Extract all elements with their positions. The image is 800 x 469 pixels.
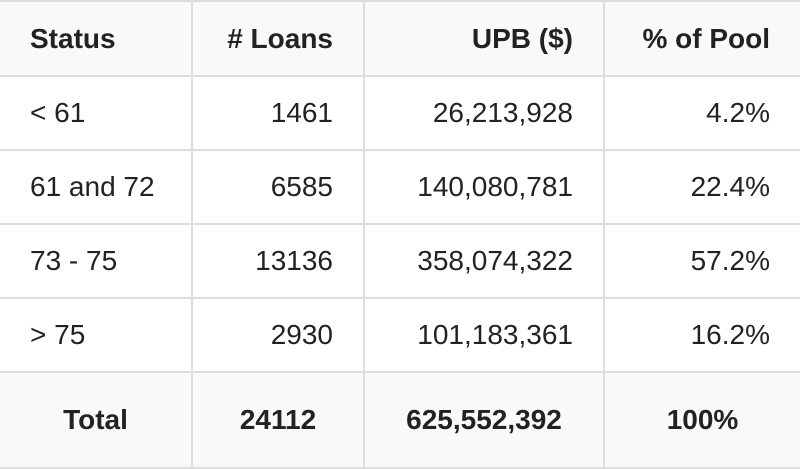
table-body: < 61 1461 26,213,928 4.2% 61 and 72 6585… xyxy=(0,75,800,373)
header-status: Status xyxy=(0,0,193,77)
cell-pct: 4.2% xyxy=(603,75,800,151)
table-row: 61 and 72 6585 140,080,781 22.4% xyxy=(0,149,800,225)
total-label: Total xyxy=(0,371,193,469)
header-row: Status # Loans UPB ($) % of Pool xyxy=(0,0,800,77)
cell-pct: 57.2% xyxy=(603,223,800,299)
cell-status: 61 and 72 xyxy=(0,149,193,225)
cell-upb: 101,183,361 xyxy=(363,297,605,373)
table-header: Status # Loans UPB ($) % of Pool xyxy=(0,0,800,77)
header-loans: # Loans xyxy=(191,0,365,77)
header-upb: UPB ($) xyxy=(363,0,605,77)
cell-status: 73 - 75 xyxy=(0,223,193,299)
cell-loans: 2930 xyxy=(191,297,365,373)
table-footer: Total 24112 625,552,392 100% xyxy=(0,371,800,469)
total-pct: 100% xyxy=(603,371,800,469)
cell-pct: 16.2% xyxy=(603,297,800,373)
cell-status: > 75 xyxy=(0,297,193,373)
cell-loans: 6585 xyxy=(191,149,365,225)
table-row: 73 - 75 13136 358,074,322 57.2% xyxy=(0,223,800,299)
table-row: < 61 1461 26,213,928 4.2% xyxy=(0,75,800,151)
cell-status: < 61 xyxy=(0,75,193,151)
total-row: Total 24112 625,552,392 100% xyxy=(0,371,800,469)
total-upb: 625,552,392 xyxy=(363,371,605,469)
cell-upb: 358,074,322 xyxy=(363,223,605,299)
cell-pct: 22.4% xyxy=(603,149,800,225)
header-pct: % of Pool xyxy=(603,0,800,77)
cell-upb: 26,213,928 xyxy=(363,75,605,151)
table-row: > 75 2930 101,183,361 16.2% xyxy=(0,297,800,373)
cell-loans: 1461 xyxy=(191,75,365,151)
total-loans: 24112 xyxy=(191,371,365,469)
cell-loans: 13136 xyxy=(191,223,365,299)
cell-upb: 140,080,781 xyxy=(363,149,605,225)
